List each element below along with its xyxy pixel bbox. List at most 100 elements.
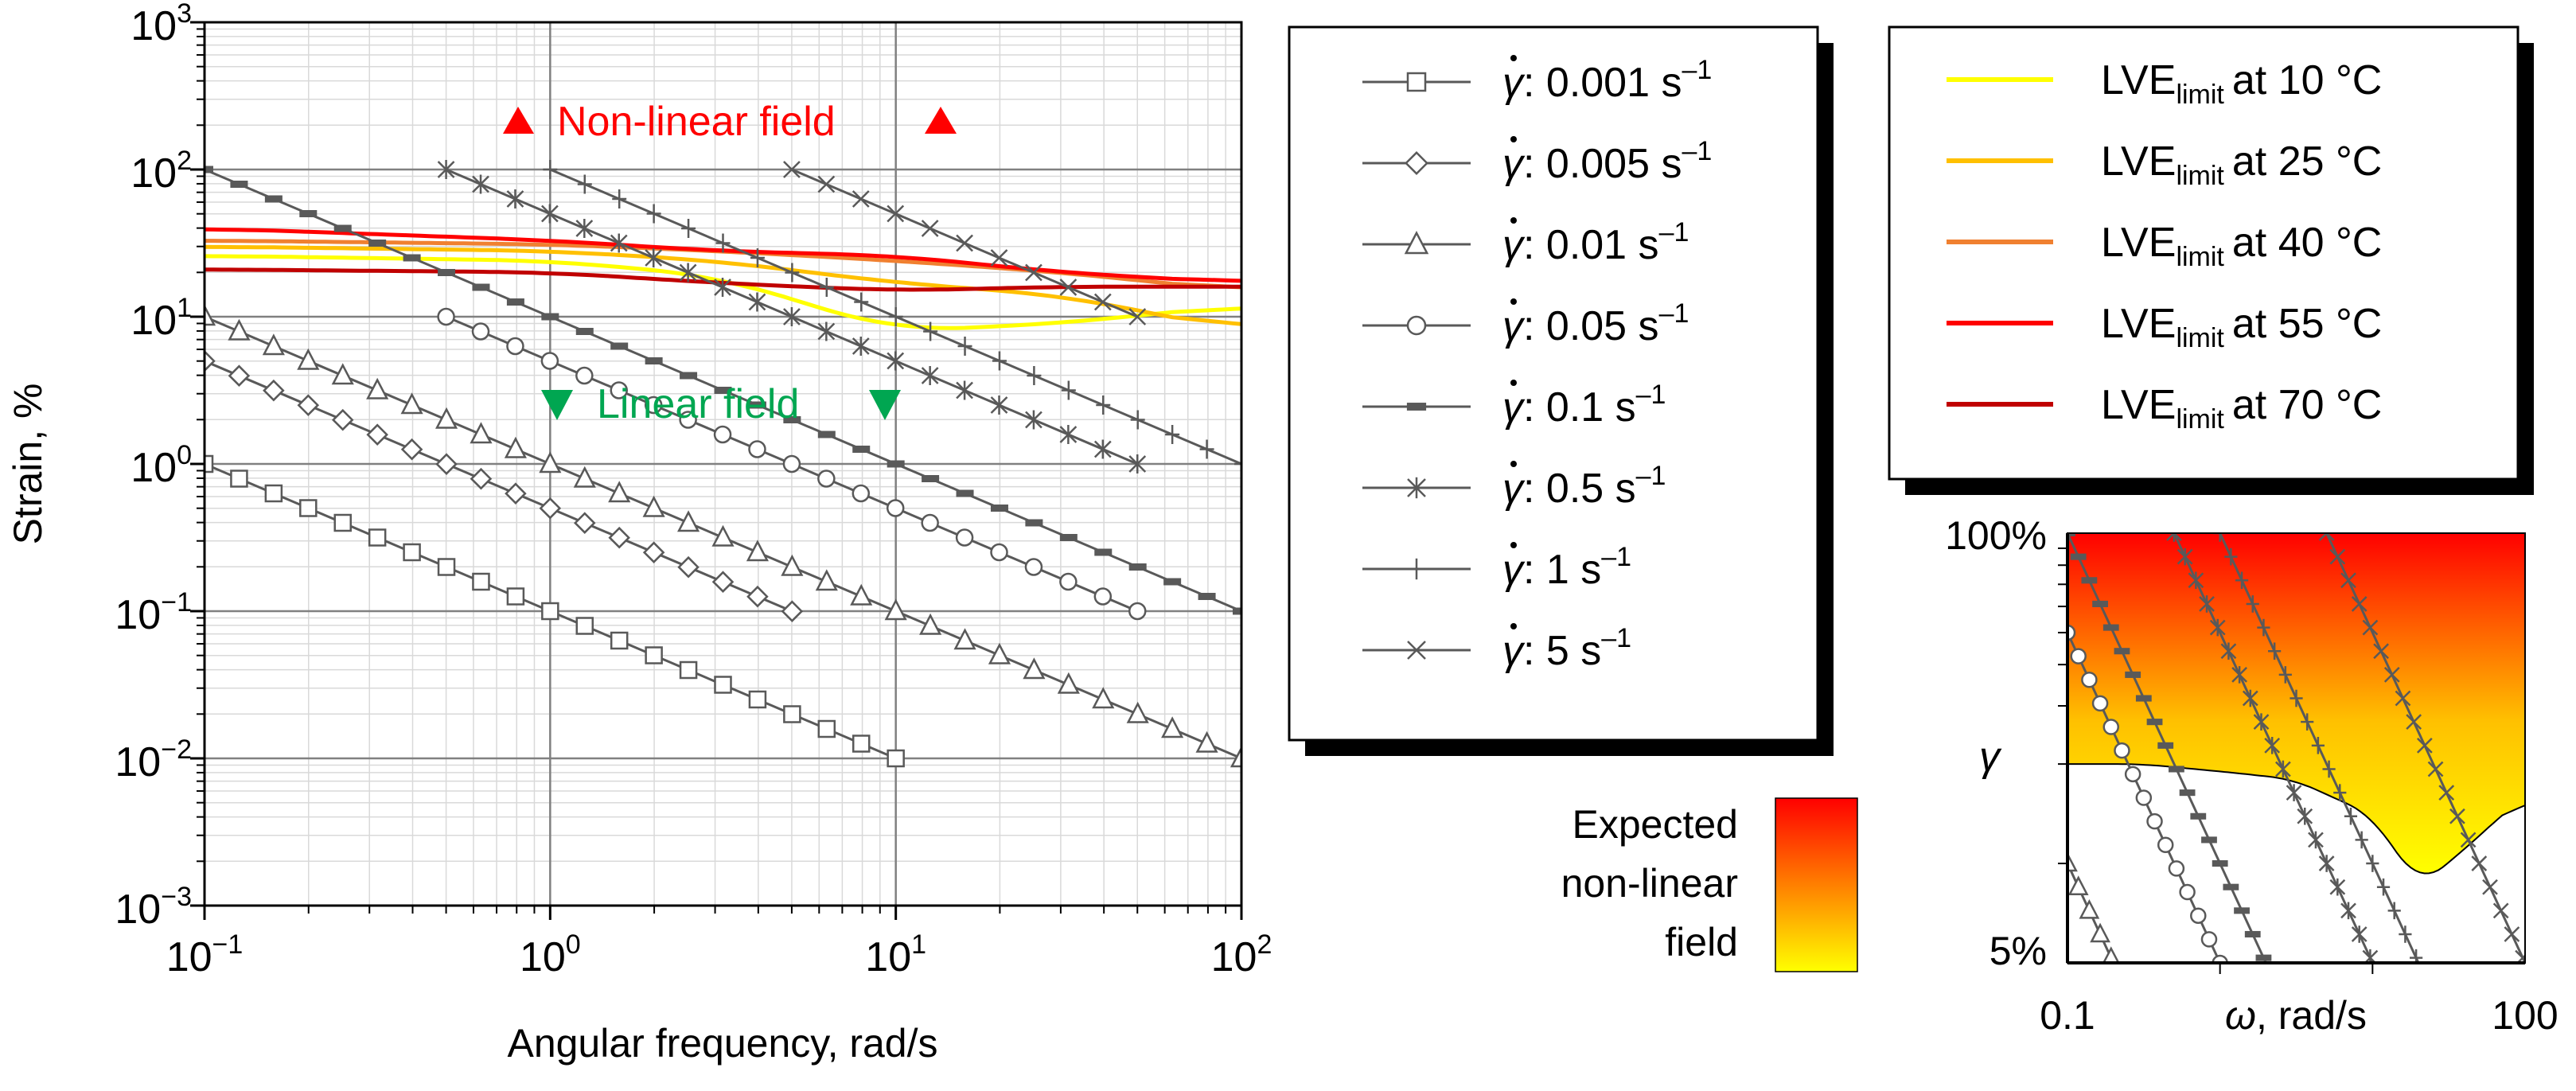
marker-stroke [783, 161, 801, 178]
legend-rate-entry: γ: 0.01 s–1 [1362, 217, 1689, 268]
marker-stroke [2492, 902, 2509, 919]
main-grid [203, 21, 1243, 907]
square-marker [610, 631, 629, 650]
x-marker [1407, 641, 1426, 660]
asterisk-marker [2264, 737, 2281, 754]
marker-stroke [2329, 548, 2346, 565]
triangle-marker [205, 304, 216, 326]
x-marker [921, 220, 939, 237]
dash-marker [2102, 624, 2119, 631]
legend-lve-entry: LVElimit at 40 °C [1947, 220, 2382, 272]
triangle-marker [677, 510, 700, 532]
square-marker [437, 558, 456, 576]
square-marker [541, 602, 559, 621]
circle-marker [2190, 907, 2207, 924]
legend-rate-label: γ: 5 s–1 [1502, 623, 1631, 674]
asterisk-marker [1407, 477, 1426, 499]
asterisk-marker [679, 263, 697, 282]
dash-marker [541, 313, 559, 321]
diamond-marker [228, 364, 251, 387]
diamond-marker [331, 408, 354, 431]
triangle-marker [711, 524, 735, 547]
diamond-marker [505, 482, 527, 505]
plus-marker [2301, 713, 2314, 731]
dash-marker [610, 342, 629, 350]
plus-marker [750, 248, 765, 267]
dash-marker [817, 431, 836, 438]
lve-temperature: at 70 °C [2232, 382, 2382, 428]
asterisk-marker [2329, 878, 2346, 896]
x-tick-label: 100 [520, 929, 581, 980]
asterisk-marker [2177, 547, 2193, 566]
lve-main: LVE [2101, 57, 2176, 103]
gamma-dot-symbol: γ [1502, 60, 1526, 106]
series-square [205, 454, 905, 768]
series-asterisk [437, 160, 1147, 473]
x-marker [2329, 548, 2346, 565]
asterisk-marker [714, 278, 731, 297]
x-marker [2438, 785, 2455, 801]
dash-marker [2114, 648, 2130, 655]
lve-subscript: limit [2176, 242, 2224, 272]
plus-marker [2257, 618, 2270, 637]
circle-marker [782, 454, 801, 473]
marker-stroke [990, 249, 1008, 267]
rate-exponent: –1 [1601, 542, 1631, 572]
y-tick-exponent: 2 [177, 146, 192, 176]
triangle-marker [1404, 230, 1429, 255]
plus-marker [957, 337, 972, 356]
marker-stroke [2373, 643, 2389, 660]
marker-stroke [1407, 641, 1426, 660]
triangle-marker [2090, 922, 2110, 943]
up-triangle-icon [503, 107, 534, 134]
dash-marker [1059, 534, 1078, 541]
circle-marker [610, 381, 629, 399]
colorbar-label-line-2: non-linear [1561, 861, 1738, 906]
plus-marker [1409, 558, 1424, 580]
plus-marker [1234, 454, 1241, 473]
circle-marker [2168, 860, 2185, 877]
dash-marker [2179, 789, 2196, 797]
square-marker [679, 660, 698, 680]
inset-series-circle [2067, 624, 2228, 963]
down-triangle-icon [869, 390, 901, 420]
y-tick-exponent: 3 [177, 0, 192, 29]
legend-rate-entry: γ: 0.005 s–1 [1362, 136, 1712, 187]
marker-stroke [2504, 926, 2520, 942]
dash-marker [1025, 519, 1043, 527]
legend-rate-label: γ: 0.5 s–1 [1502, 461, 1666, 512]
square-marker [748, 690, 767, 709]
asterisk-marker [2318, 855, 2335, 872]
triangle-marker [746, 540, 769, 562]
dash-marker [333, 224, 352, 232]
triangle-marker [781, 554, 804, 576]
dash-marker [887, 460, 905, 468]
plus-marker [854, 292, 869, 312]
x-tick-label: 10−1 [166, 929, 244, 980]
square-marker [783, 705, 801, 723]
diamond-marker [435, 453, 458, 475]
nonlinear-annotation: Non-linear field [503, 99, 957, 145]
circle-marker [437, 307, 455, 326]
y-tick-base: 10 [115, 739, 161, 785]
triangle-marker [608, 481, 631, 503]
gamma-dot-symbol: γ [1502, 141, 1526, 187]
marker-stroke [2325, 533, 2335, 541]
circle-marker [2102, 719, 2120, 735]
marker-stroke [2416, 737, 2433, 754]
y-tick-base: 10 [131, 298, 177, 344]
triangle-marker [953, 628, 976, 650]
gamma-dot [1510, 217, 1517, 224]
square-marker [714, 676, 732, 694]
circle-marker [471, 322, 490, 341]
gamma-dot [1510, 542, 1517, 548]
dash-marker [714, 387, 732, 394]
circle-marker [2067, 624, 2076, 641]
legend-lve-entry: LVElimit at 10 °C [1947, 57, 2382, 110]
x-marker [1025, 263, 1042, 282]
asterisk-marker [2340, 902, 2356, 920]
diamond-marker [711, 571, 735, 593]
y-tick-base: 10 [115, 886, 161, 933]
linear-label: Linear field [597, 381, 799, 427]
